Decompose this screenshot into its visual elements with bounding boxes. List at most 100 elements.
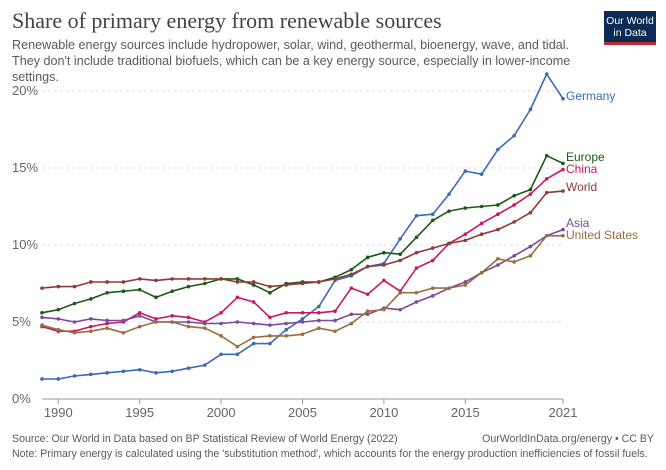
data-point-germany: [251, 341, 256, 346]
data-point-asia: [203, 321, 207, 326]
data-point-china: [235, 295, 240, 300]
series-label-united-states: United States: [566, 228, 638, 242]
data-point-china: [496, 212, 500, 216]
data-point-europe: [40, 310, 44, 315]
data-point-china: [414, 266, 419, 270]
data-point-europe: [203, 281, 207, 286]
data-point-germany: [512, 133, 516, 138]
data-point-germany: [235, 352, 240, 357]
data-point-europe: [137, 287, 142, 292]
data-point-germany: [398, 237, 402, 241]
data-point-asia: [251, 321, 256, 326]
data-point-world: [154, 278, 158, 283]
y-tick-label: 5%: [12, 314, 31, 329]
data-point-world: [121, 280, 126, 284]
data-point-united-states: [496, 257, 500, 261]
data-point-asia: [496, 263, 500, 267]
x-tick-label: 1990: [44, 405, 73, 420]
data-point-germany: [463, 169, 468, 173]
license-link[interactable]: OurWorldInData.org/energy • CC BY: [482, 433, 654, 445]
data-point-china: [300, 310, 305, 315]
data-point-asia: [349, 312, 354, 317]
data-point-world: [496, 227, 500, 232]
data-point-world: [105, 280, 109, 284]
data-point-united-states: [300, 332, 305, 337]
data-point-world: [398, 258, 402, 263]
data-point-europe: [56, 307, 61, 312]
data-point-germany: [496, 147, 500, 152]
data-point-europe: [430, 218, 435, 223]
data-point-germany: [268, 341, 272, 346]
data-point-world: [203, 277, 207, 281]
data-point-europe: [365, 255, 370, 260]
data-point-germany: [561, 96, 565, 101]
data-point-china: [268, 315, 272, 320]
data-point-germany: [300, 317, 305, 321]
data-point-germany: [430, 212, 435, 216]
data-point-united-states: [382, 307, 386, 312]
data-point-world: [528, 210, 533, 215]
data-point-asia: [219, 321, 223, 326]
data-point-world: [512, 220, 516, 224]
series-label-europe: Europe: [566, 150, 605, 164]
data-point-asia: [365, 312, 370, 317]
data-point-germany: [154, 371, 158, 375]
data-point-united-states: [235, 344, 240, 349]
data-point-china: [316, 310, 321, 315]
data-point-world: [561, 189, 565, 193]
data-point-asia: [40, 315, 44, 320]
data-point-china: [528, 192, 533, 196]
data-point-germany: [137, 367, 142, 372]
x-tick-label: 2021: [549, 405, 578, 420]
data-point-china: [382, 278, 386, 283]
data-point-europe: [72, 301, 77, 306]
series-label-asia: Asia: [566, 216, 590, 230]
data-point-united-states: [121, 330, 126, 335]
data-point-world: [479, 232, 484, 237]
data-point-world: [430, 246, 435, 250]
data-point-world: [268, 284, 272, 289]
data-point-united-states: [544, 233, 549, 238]
data-point-world: [284, 283, 289, 287]
x-tick-label: 2000: [207, 405, 236, 420]
logo-line-1: Our World: [606, 15, 654, 27]
data-point-world: [235, 280, 240, 284]
data-point-europe: [447, 209, 451, 213]
data-point-germany: [72, 374, 77, 378]
data-point-china: [89, 324, 93, 329]
data-point-world: [170, 277, 175, 281]
data-point-china: [154, 317, 158, 321]
data-point-united-states: [56, 327, 61, 332]
data-point-germany: [56, 377, 61, 381]
x-tick-label: 2015: [451, 405, 480, 420]
chart-subtitle: Renewable energy sources include hydropo…: [12, 38, 571, 84]
logo-line-2: in Data: [613, 27, 647, 39]
data-point-united-states: [284, 334, 289, 338]
data-point-europe: [121, 289, 126, 294]
data-point-united-states: [40, 323, 44, 327]
data-point-china: [219, 310, 223, 315]
source-note: Source: Our World in Data based on BP St…: [12, 433, 398, 445]
data-point-germany: [219, 352, 223, 357]
data-point-germany: [89, 372, 93, 377]
data-point-world: [365, 264, 370, 269]
y-tick-label: 10%: [12, 237, 38, 252]
data-point-united-states: [561, 233, 565, 238]
data-point-china: [544, 176, 549, 181]
series-line-china: [41, 168, 564, 333]
data-point-united-states: [512, 260, 516, 264]
data-point-world: [186, 277, 191, 281]
data-point-united-states: [251, 335, 256, 340]
data-point-world: [349, 272, 354, 277]
data-point-united-states: [447, 286, 451, 290]
owid-logo[interactable]: Our World in Data: [604, 11, 656, 45]
data-point-united-states: [398, 290, 402, 295]
data-point-china: [365, 292, 370, 297]
data-point-europe: [463, 206, 468, 210]
data-point-asia: [186, 320, 191, 324]
data-point-world: [89, 280, 93, 284]
series-line-europe: [41, 154, 564, 314]
data-point-europe: [186, 284, 191, 289]
data-point-asia: [105, 318, 109, 323]
